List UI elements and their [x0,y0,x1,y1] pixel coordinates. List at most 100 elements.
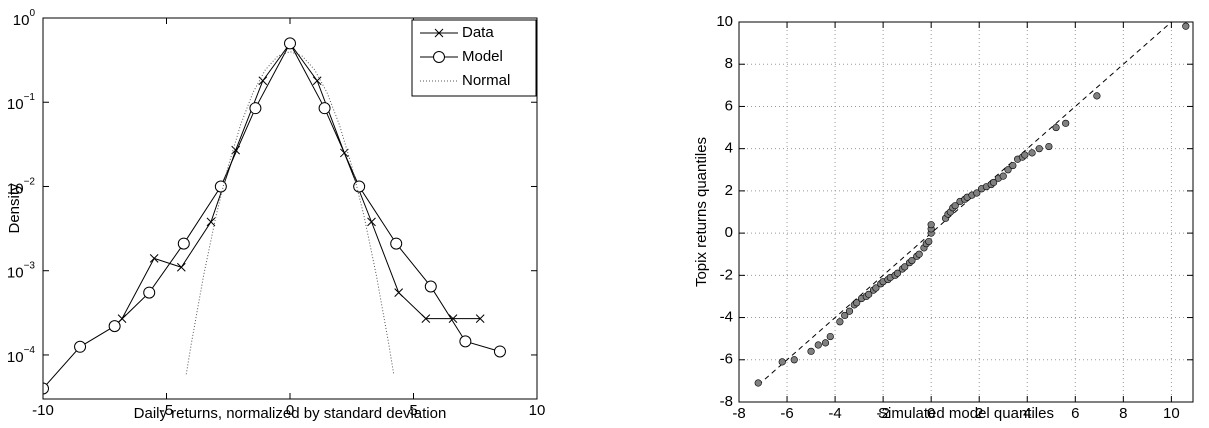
data-point [853,299,861,307]
y-tick-label: 2 [725,182,733,199]
data-point [901,263,909,271]
x-tick-label: 0 [286,402,294,419]
tick-base: 10 [7,265,24,282]
data-point [845,307,854,315]
x-tick-label: 0 [927,405,935,422]
data-point [1021,151,1029,159]
data-point [176,262,186,272]
data-point [284,37,296,50]
x-tick-label: -5 [160,402,173,419]
y-tick-label: 100 [13,8,36,29]
x-axis-label: Simulated model quantiles [878,405,1054,422]
data-point [951,202,959,210]
tick-exponent: −2 [24,176,36,187]
y-axis-label: Topix returns quantiles [693,137,710,287]
axes-frame [42,17,538,400]
data-point [915,250,923,258]
y-tick-label: -2 [720,266,733,283]
axes-frame [738,21,1194,403]
y-tick-label: -8 [720,393,733,410]
y-tick-label: -6 [720,351,733,368]
x-tick-label: 5 [409,402,417,419]
data-point [826,332,834,341]
series-line [121,42,481,320]
x-axis-label: Daily returns, normalized by standard de… [134,405,447,422]
data-point [424,280,437,293]
x-tick-label: -4 [828,405,841,422]
data-point [394,288,404,297]
y-axis-label: Density [6,183,23,234]
y-tick-label: 10−4 [7,345,36,366]
data-point [475,314,485,323]
data-point [421,314,431,323]
series-line [43,42,501,389]
tick-base: 10 [7,349,24,366]
x-tick-label: -2 [876,405,889,422]
x-tick-label: 6 [1071,405,1079,422]
x-tick-label: 8 [1119,405,1127,422]
x-tick-label: 10 [1163,405,1180,422]
y-tick-label: 10−1 [7,92,36,113]
plot-area [754,22,1190,387]
data-point [249,102,262,115]
x-tick-label: -6 [780,405,793,422]
x-tick-label: -8 [732,405,745,422]
data-point [149,254,159,263]
tick-exponent: 0 [29,8,35,19]
x-tick-label: -10 [32,402,54,419]
series-line [185,51,395,375]
data-point [390,237,403,250]
legend-marker [434,28,444,38]
data-point [754,379,762,387]
data-point [814,341,822,349]
y-tick-label: 0 [725,224,733,241]
data-point [1004,166,1012,174]
data-point [790,356,798,364]
data-point [973,189,981,197]
data-point [448,314,458,323]
data-point [821,339,830,347]
data-point [925,237,933,246]
y-tick-label: 10−2 [7,176,36,197]
tick-exponent: −4 [24,345,36,356]
x-tick-label: 4 [1023,405,1031,422]
data-point [807,347,815,355]
data-point [459,335,472,348]
y-tick-label: 8 [725,55,733,72]
data-point [1062,119,1070,127]
data-point [143,286,156,299]
data-point [927,221,935,229]
data-point [999,172,1007,180]
y-tick-label: 10−3 [7,260,36,281]
plot-area [43,37,506,395]
data-point [206,217,216,227]
reference-line [757,22,1173,386]
data-point [493,345,506,358]
data-point [43,382,49,395]
data-point [214,180,227,193]
legend-marker [433,51,445,63]
legend-label: Normal [462,72,510,89]
data-point [1052,123,1060,132]
y-tick-label: -4 [720,309,733,326]
data-point [74,340,87,353]
data-point [1182,22,1190,30]
plot: -8 -6 -4 -2 0 2 4 6 8 10 -8 -6 -4 -2 0 2 4 6 8 10 Simulated … [693,13,1194,422]
data-point [893,269,902,277]
x-tick-label: 10 [529,402,546,419]
legend-label: Model [462,48,503,65]
y-tick-label: 4 [725,140,733,157]
tick-base: 10 [13,12,30,29]
data-point [778,358,786,366]
data-point [908,256,916,265]
data-point [836,318,844,326]
data-point [258,76,268,86]
data-point [1035,145,1043,153]
data-point [108,320,121,333]
data-point [865,290,873,298]
tick-base: 10 [7,180,24,197]
data-point [1009,161,1017,170]
data-point [312,76,322,86]
